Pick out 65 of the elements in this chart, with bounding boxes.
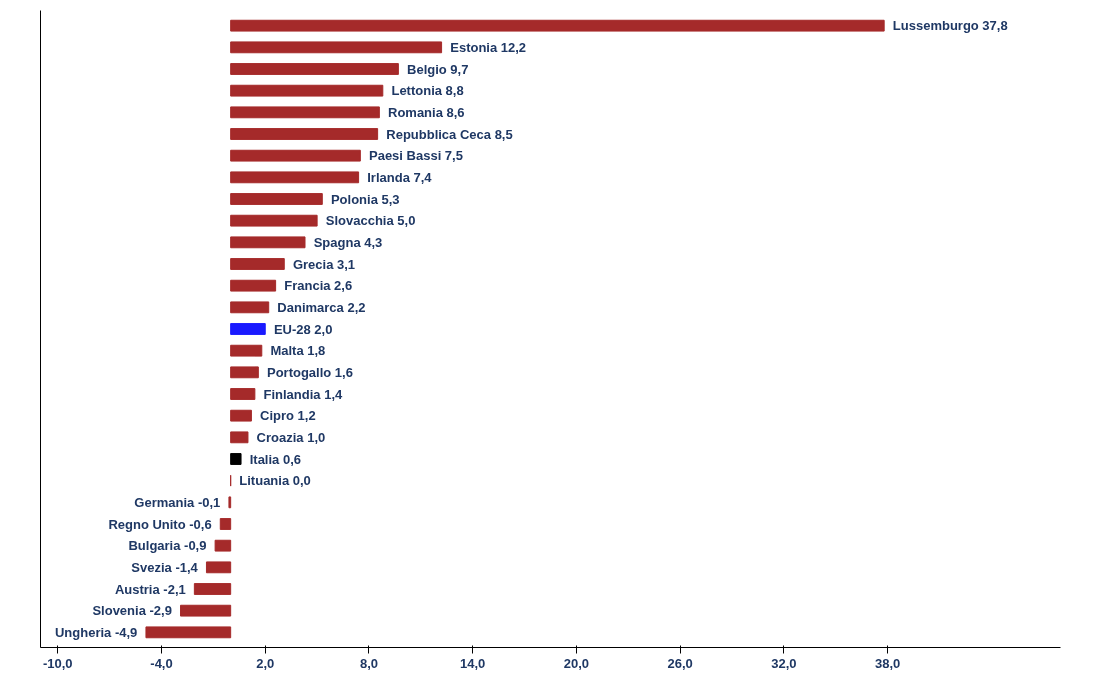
category-label: Francia 2,6	[284, 278, 353, 294]
category-label: Slovacchia 5,0	[325, 213, 416, 229]
category-label: Romania 8,6	[387, 104, 465, 120]
category-label: EU-28 2,0	[273, 321, 333, 337]
category-label: Malta 1,8	[270, 343, 326, 359]
bar	[205, 561, 232, 574]
bar	[230, 453, 242, 465]
category-label: Italia 0,6	[249, 451, 301, 467]
bar	[230, 19, 885, 32]
bar	[230, 193, 323, 205]
bar	[230, 128, 379, 140]
bar	[230, 84, 384, 97]
bar	[230, 301, 270, 314]
category-label: Repubblica Ceca 8,5	[386, 126, 513, 142]
bar	[230, 236, 306, 249]
category-label: Germania -0,1	[134, 494, 221, 510]
category-label: Estonia 12,2	[450, 39, 527, 55]
category-label: Polonia 5,3	[330, 191, 400, 207]
x-tick-label: 14,0	[460, 655, 486, 671]
category-label: Danimarca 2,2	[277, 299, 366, 315]
x-tick-label: 26,0	[667, 655, 693, 671]
x-tick-label: 32,0	[771, 655, 797, 671]
category-label: Irlanda 7,4	[367, 169, 432, 185]
category-label: Belgio 9,7	[407, 61, 469, 77]
bar	[230, 149, 361, 162]
category-label: Regno Unito -0,6	[108, 516, 212, 532]
category-label: Bulgaria -0,9	[128, 538, 207, 554]
category-label: Ungheria -4,9	[54, 624, 138, 640]
bar	[230, 41, 443, 54]
category-label: Lituania 0,0	[239, 473, 311, 489]
bar	[230, 323, 266, 335]
bar	[193, 583, 232, 595]
bar	[145, 626, 232, 639]
x-tick-label: 2,0	[256, 655, 275, 671]
bar	[230, 63, 399, 75]
bar	[180, 604, 232, 617]
category-label: Croazia 1,0	[256, 429, 326, 445]
category-label: Svezia -1,4	[131, 559, 198, 575]
category-label: Lussemburgo 37,8	[892, 18, 1008, 34]
bar	[230, 279, 277, 292]
x-tick-label: 38,0	[874, 655, 901, 671]
category-label: Paesi Bassi 7,5	[368, 148, 463, 164]
bar	[230, 258, 285, 270]
x-tick-label: -4,0	[150, 655, 173, 671]
category-label: Austria -2,1	[114, 581, 186, 597]
x-tick-label: 20,0	[563, 655, 590, 671]
bar	[230, 171, 360, 184]
bar	[230, 366, 259, 379]
bar	[230, 409, 252, 422]
category-label: Portogallo 1,6	[266, 364, 353, 380]
bar	[230, 214, 318, 227]
category-label: Grecia 3,1	[292, 256, 356, 272]
x-tick-label: -10,0	[42, 655, 73, 671]
category-label: Slovenia -2,9	[92, 603, 172, 619]
category-label: Lettonia 8,8	[391, 83, 464, 99]
category-label: Cipro 1,2	[260, 408, 316, 424]
category-label: Finlandia 1,4	[263, 386, 343, 402]
bar	[230, 431, 249, 444]
bar	[230, 388, 256, 400]
bar	[230, 344, 263, 357]
category-label: Spagna 4,3	[313, 234, 383, 250]
x-tick-label: 8,0	[359, 655, 379, 671]
bar	[230, 106, 380, 119]
bar	[219, 518, 232, 530]
bar	[214, 539, 232, 552]
